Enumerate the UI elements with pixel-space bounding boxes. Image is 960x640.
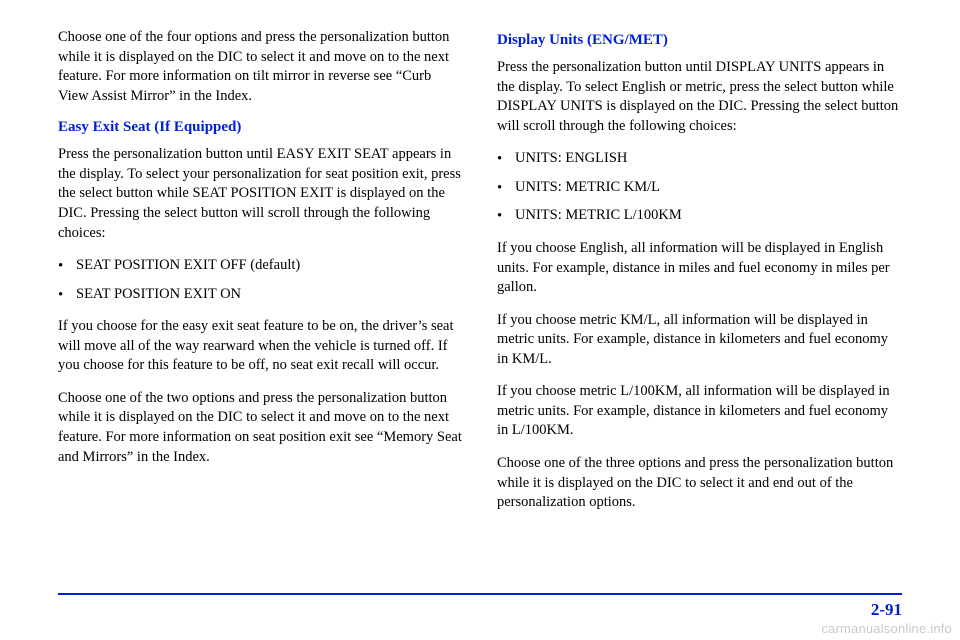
list-item: SEAT POSITION EXIT ON — [58, 285, 463, 305]
left-column: Choose one of the four options and press… — [58, 28, 463, 526]
body-paragraph: If you choose metric L/100KM, all inform… — [497, 382, 902, 441]
section-heading-display-units: Display Units (ENG/MET) — [497, 32, 902, 49]
body-paragraph: Press the personalization button until E… — [58, 145, 463, 243]
body-paragraph: Choose one of the two options and press … — [58, 389, 463, 467]
choice-list: SEAT POSITION EXIT OFF (default) SEAT PO… — [58, 256, 463, 304]
page-number: 2-91 — [871, 600, 902, 620]
choice-list: UNITS: ENGLISH UNITS: METRIC KM/L UNITS:… — [497, 149, 902, 226]
body-paragraph: Press the personalization button until D… — [497, 58, 902, 136]
watermark-text: carmanualsonline.info — [821, 621, 952, 636]
right-column: Display Units (ENG/MET) Press the person… — [497, 28, 902, 526]
list-item: UNITS: METRIC KM/L — [497, 178, 902, 198]
body-paragraph: Choose one of the three options and pres… — [497, 454, 902, 513]
list-item: SEAT POSITION EXIT OFF (default) — [58, 256, 463, 276]
body-paragraph: If you choose for the easy exit seat fea… — [58, 317, 463, 376]
body-paragraph: If you choose English, all information w… — [497, 239, 902, 298]
intro-paragraph: Choose one of the four options and press… — [58, 28, 463, 106]
section-heading-easy-exit: Easy Exit Seat (If Equipped) — [58, 119, 463, 136]
list-item: UNITS: METRIC L/100KM — [497, 206, 902, 226]
body-paragraph: If you choose metric KM/L, all informati… — [497, 311, 902, 370]
manual-page: Choose one of the four options and press… — [0, 0, 960, 526]
list-item: UNITS: ENGLISH — [497, 149, 902, 169]
footer-rule — [58, 593, 902, 595]
